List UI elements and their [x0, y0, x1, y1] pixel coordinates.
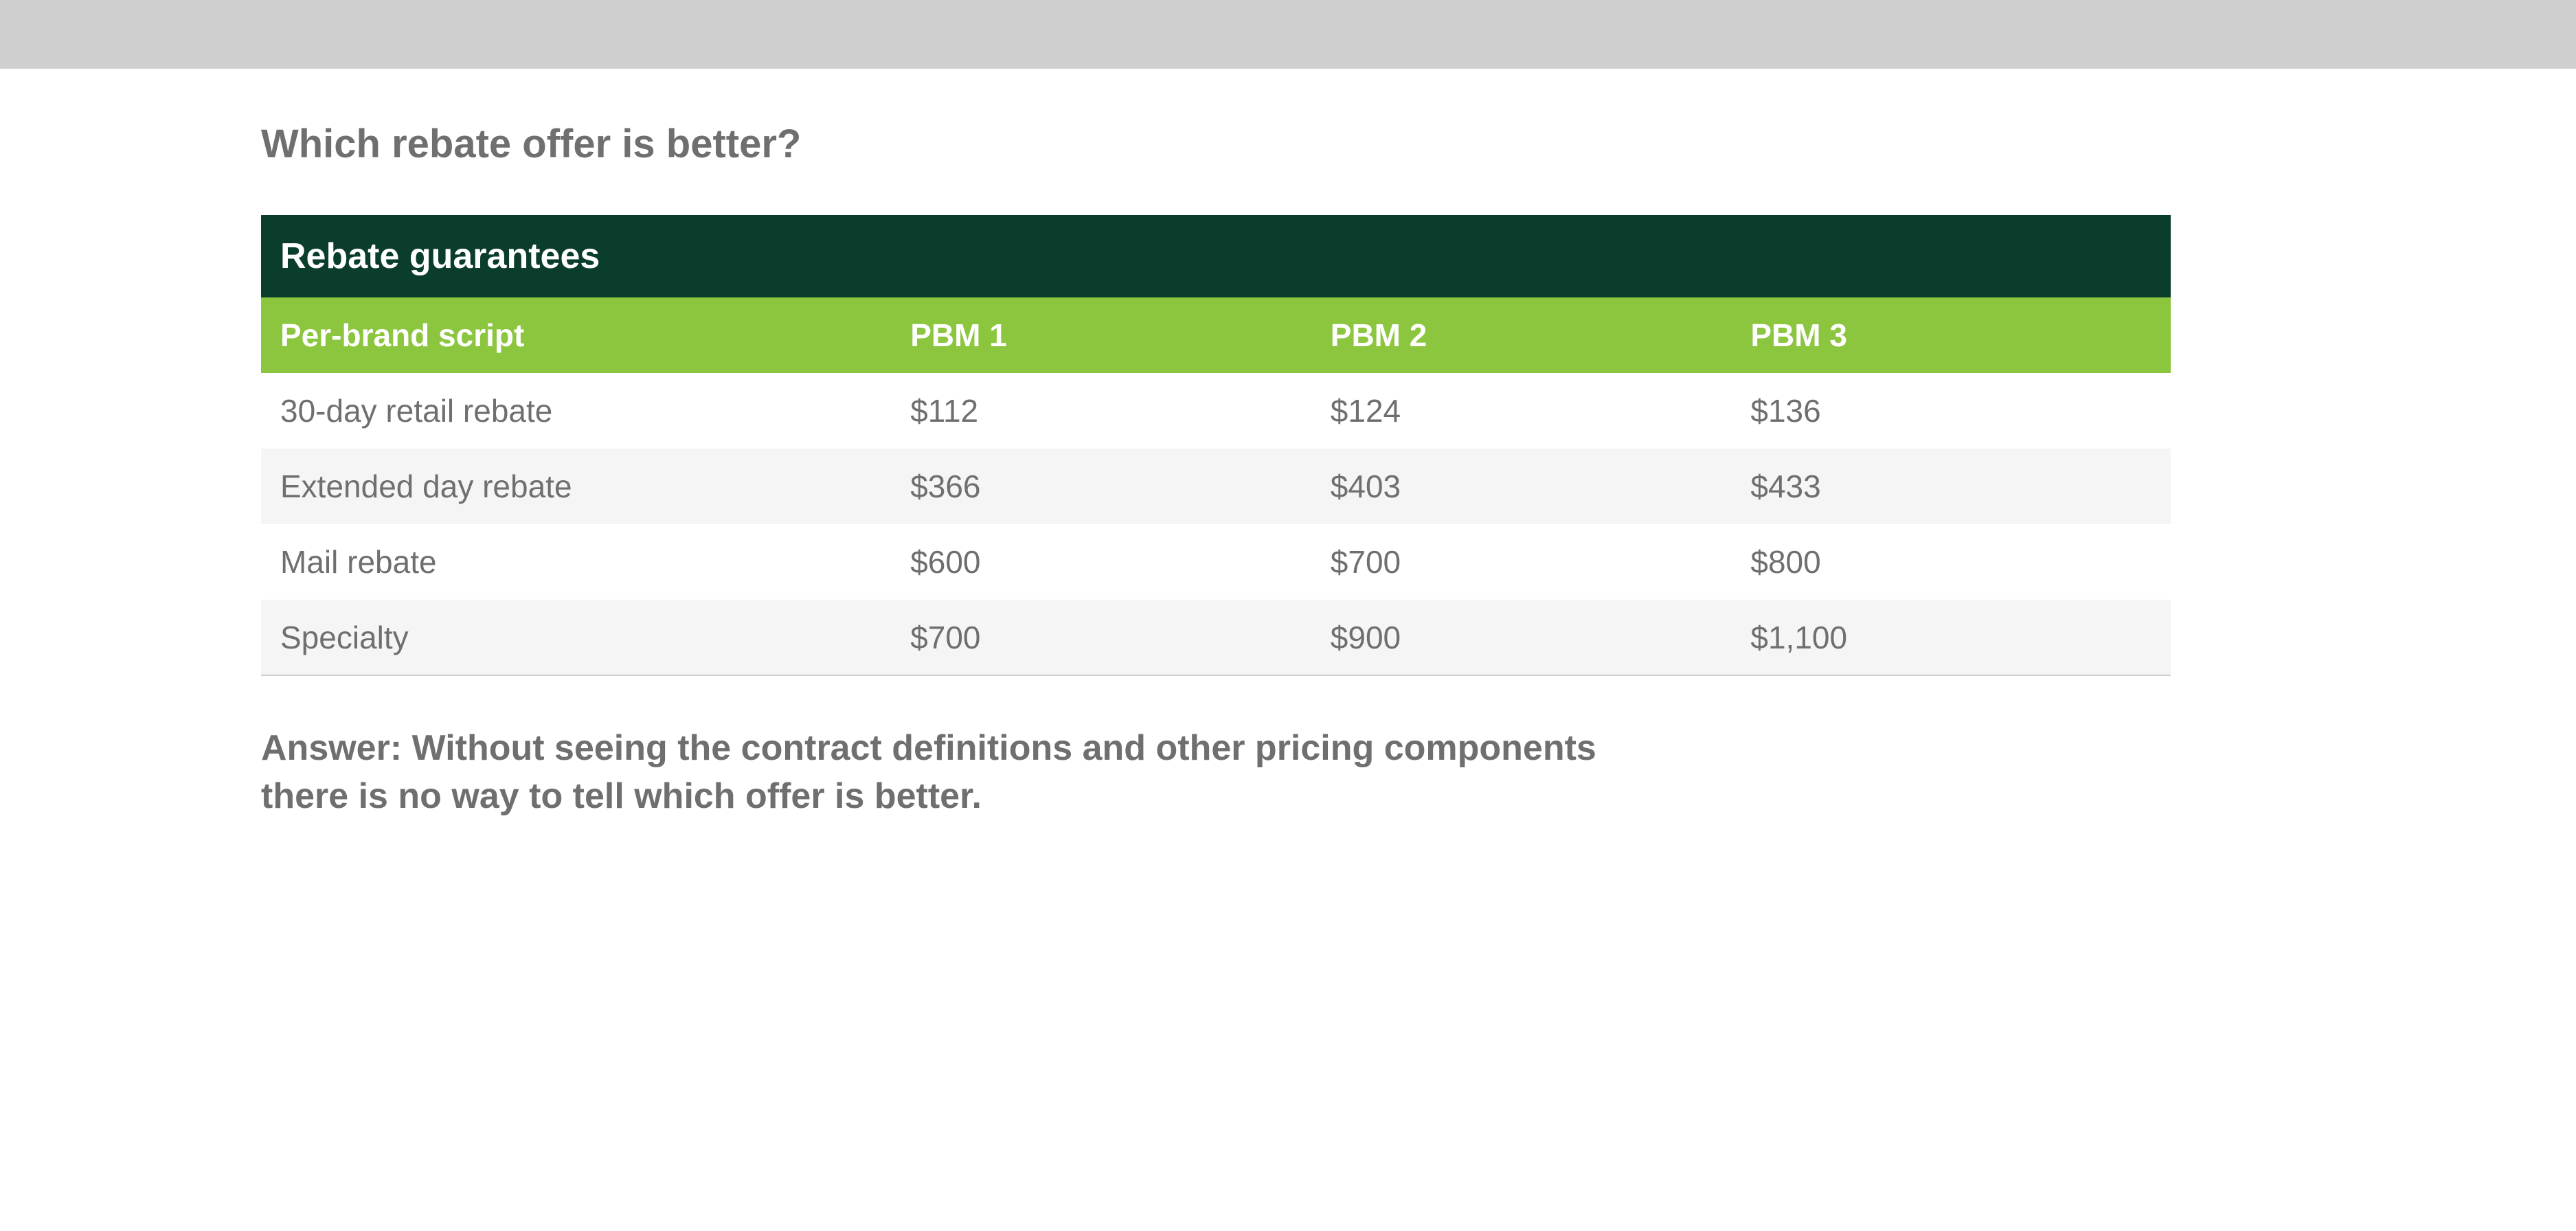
table-row: 30-day retail rebate $112 $124 $136 — [261, 373, 2171, 449]
row-val: $700 — [1331, 524, 1751, 600]
row-label: 30-day retail rebate — [261, 373, 910, 449]
col-header-pbm3: PBM 3 — [1750, 297, 2171, 373]
top-bar — [0, 0, 2576, 69]
answer-text: Answer: Without seeing the contract defi… — [261, 724, 1636, 820]
row-val: $800 — [1750, 524, 2171, 600]
col-header-pbm1: PBM 1 — [910, 297, 1331, 373]
table-body: Rebate guarantees Per-brand script PBM 1… — [261, 215, 2171, 675]
row-val: $900 — [1331, 600, 1751, 675]
row-val: $124 — [1331, 373, 1751, 449]
row-val: $136 — [1750, 373, 2171, 449]
row-val: $366 — [910, 449, 1331, 524]
col-header-pbm2: PBM 2 — [1331, 297, 1751, 373]
table-row: Mail rebate $600 $700 $800 — [261, 524, 2171, 600]
table-column-header-row: Per-brand script PBM 1 PBM 2 PBM 3 — [261, 297, 2171, 373]
row-label: Specialty — [261, 600, 910, 675]
table-title-cell: Rebate guarantees — [261, 215, 2171, 297]
rebate-table: Rebate guarantees Per-brand script PBM 1… — [261, 215, 2171, 676]
row-val: $600 — [910, 524, 1331, 600]
row-val: $1,100 — [1750, 600, 2171, 675]
row-label: Extended day rebate — [261, 449, 910, 524]
table-title-row: Rebate guarantees — [261, 215, 2171, 297]
row-val: $433 — [1750, 449, 2171, 524]
table-row: Extended day rebate $366 $403 $433 — [261, 449, 2171, 524]
question-heading: Which rebate offer is better? — [261, 121, 2171, 167]
table-row: Specialty $700 $900 $1,100 — [261, 600, 2171, 675]
row-label: Mail rebate — [261, 524, 910, 600]
row-val: $112 — [910, 373, 1331, 449]
col-header-label: Per-brand script — [261, 297, 910, 373]
row-val: $403 — [1331, 449, 1751, 524]
row-val: $700 — [910, 600, 1331, 675]
content-area: Which rebate offer is better? Rebate gua… — [261, 69, 2171, 820]
